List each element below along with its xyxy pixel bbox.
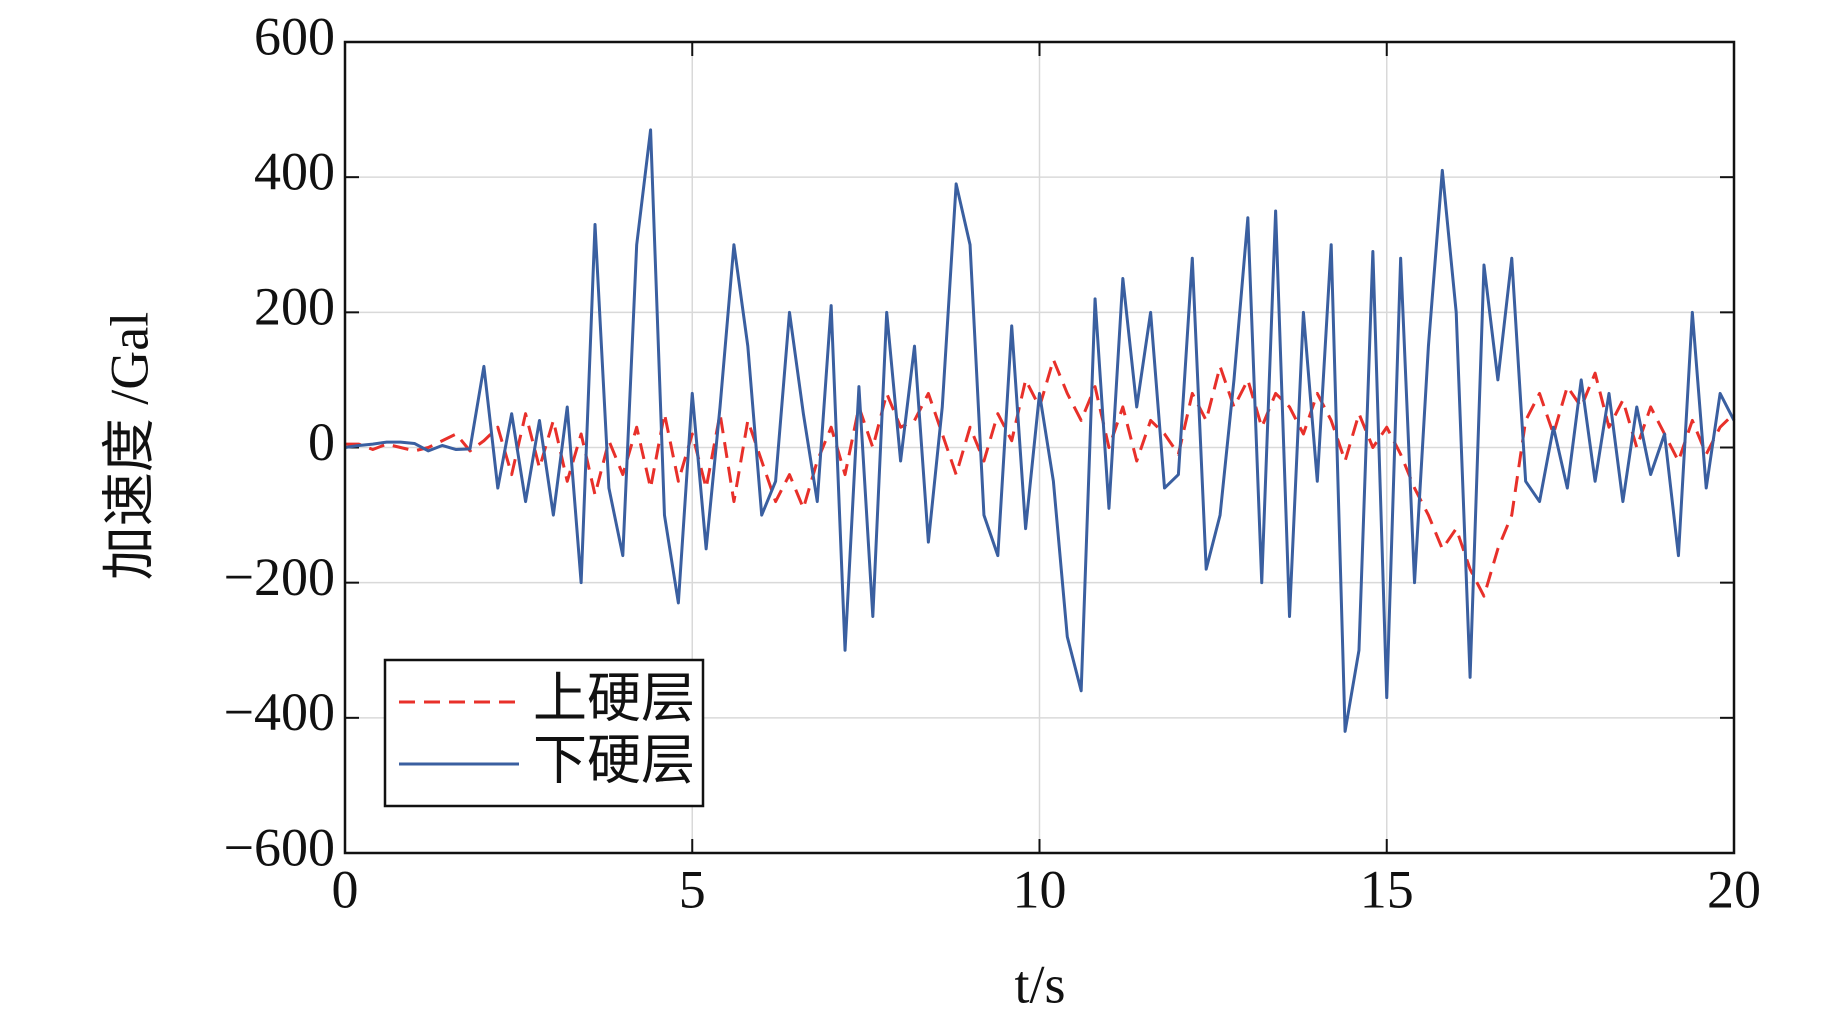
legend-label: 下硬层	[533, 730, 695, 790]
x-tick-label: 20	[1707, 859, 1761, 919]
x-tick-label: 10	[1013, 859, 1067, 919]
x-tick-label: 15	[1360, 859, 1414, 919]
x-tick-label: 5	[679, 859, 706, 919]
y-tick-label: −200	[224, 547, 335, 607]
series-line	[344, 128, 1736, 733]
y-tick-label: 600	[254, 6, 335, 66]
y-tick-label: 400	[254, 142, 335, 202]
series-line	[345, 358, 1736, 598]
legend-box	[383, 658, 705, 808]
x-tick-label: 0	[332, 859, 359, 919]
plot-frame	[343, 40, 1736, 855]
y-tick-label: 200	[254, 277, 335, 337]
y-tick-label: −400	[224, 682, 335, 742]
y-axis-label: 加速度 /Gal	[99, 312, 159, 580]
y-tick-label: −600	[224, 817, 335, 877]
x-axis-label: t/s	[1014, 954, 1065, 1014]
y-tick-label: 0	[308, 412, 335, 472]
legend-label: 上硬层	[533, 668, 695, 728]
